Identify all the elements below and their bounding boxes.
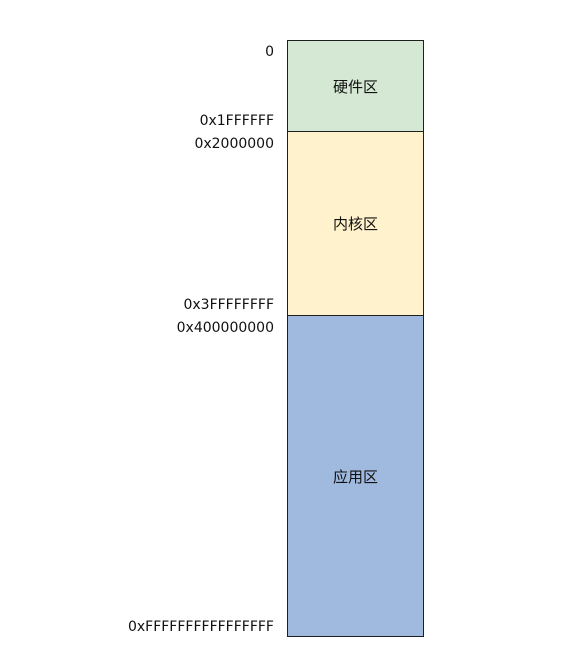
address-label-kernel-end: 0x3FFFFFFFF	[183, 297, 274, 313]
address-label-kernel-start: 0x2000000	[194, 136, 274, 152]
kernel-region: 内核区	[287, 131, 424, 316]
address-label-hardware-end: 0x1FFFFFF	[200, 113, 274, 129]
address-label-end: 0xFFFFFFFFFFFFFFFF	[128, 619, 274, 635]
hardware-region: 硬件区	[287, 40, 424, 132]
hardware-region-label: 硬件区	[333, 76, 378, 97]
application-region-label: 应用区	[333, 466, 378, 487]
address-label-application-start: 0x400000000	[177, 320, 274, 336]
kernel-region-label: 内核区	[333, 213, 378, 234]
application-region: 应用区	[287, 315, 424, 637]
address-label-start: 0	[265, 44, 274, 60]
